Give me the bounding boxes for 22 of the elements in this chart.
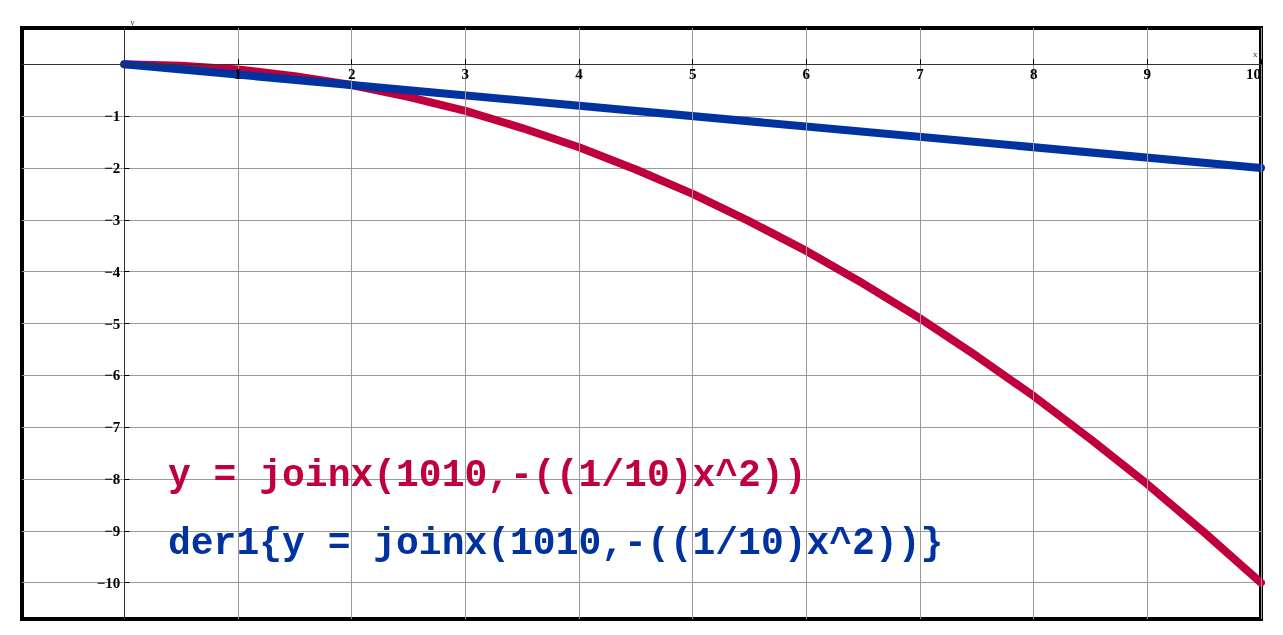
x-tick-label: 3: [461, 65, 470, 82]
text: der1{y = joinx(1010,-((1/10)x^2))}: [168, 521, 944, 565]
x-tick-label: 4: [575, 65, 584, 82]
x-axis-title: x: [1253, 48, 1258, 59]
x-tick-label: 5: [688, 65, 697, 82]
y-tick-label: −5: [104, 315, 121, 332]
y-tick-label: −6: [104, 367, 121, 384]
y-tick-label: −10: [96, 574, 121, 591]
y-tick-label: −2: [104, 159, 121, 176]
y-tick-label: −3: [104, 211, 121, 228]
text: y = joinx(1010,-((1/10)x^2)): [168, 453, 807, 497]
y-tick-label: −9: [104, 522, 121, 539]
y-tick-label: −8: [104, 471, 121, 488]
x-tick-label: 7: [916, 65, 925, 82]
y-tick-label: −1: [104, 108, 121, 125]
y-tick-label: −4: [104, 263, 121, 280]
x-tick-label: 9: [1143, 65, 1152, 82]
y-tick-label: −7: [104, 419, 121, 436]
x-tick-label: 2: [347, 65, 356, 82]
x-tick-label: 8: [1029, 65, 1038, 82]
y-axis-title: y: [130, 16, 136, 27]
x-tick-label: 6: [802, 65, 811, 82]
